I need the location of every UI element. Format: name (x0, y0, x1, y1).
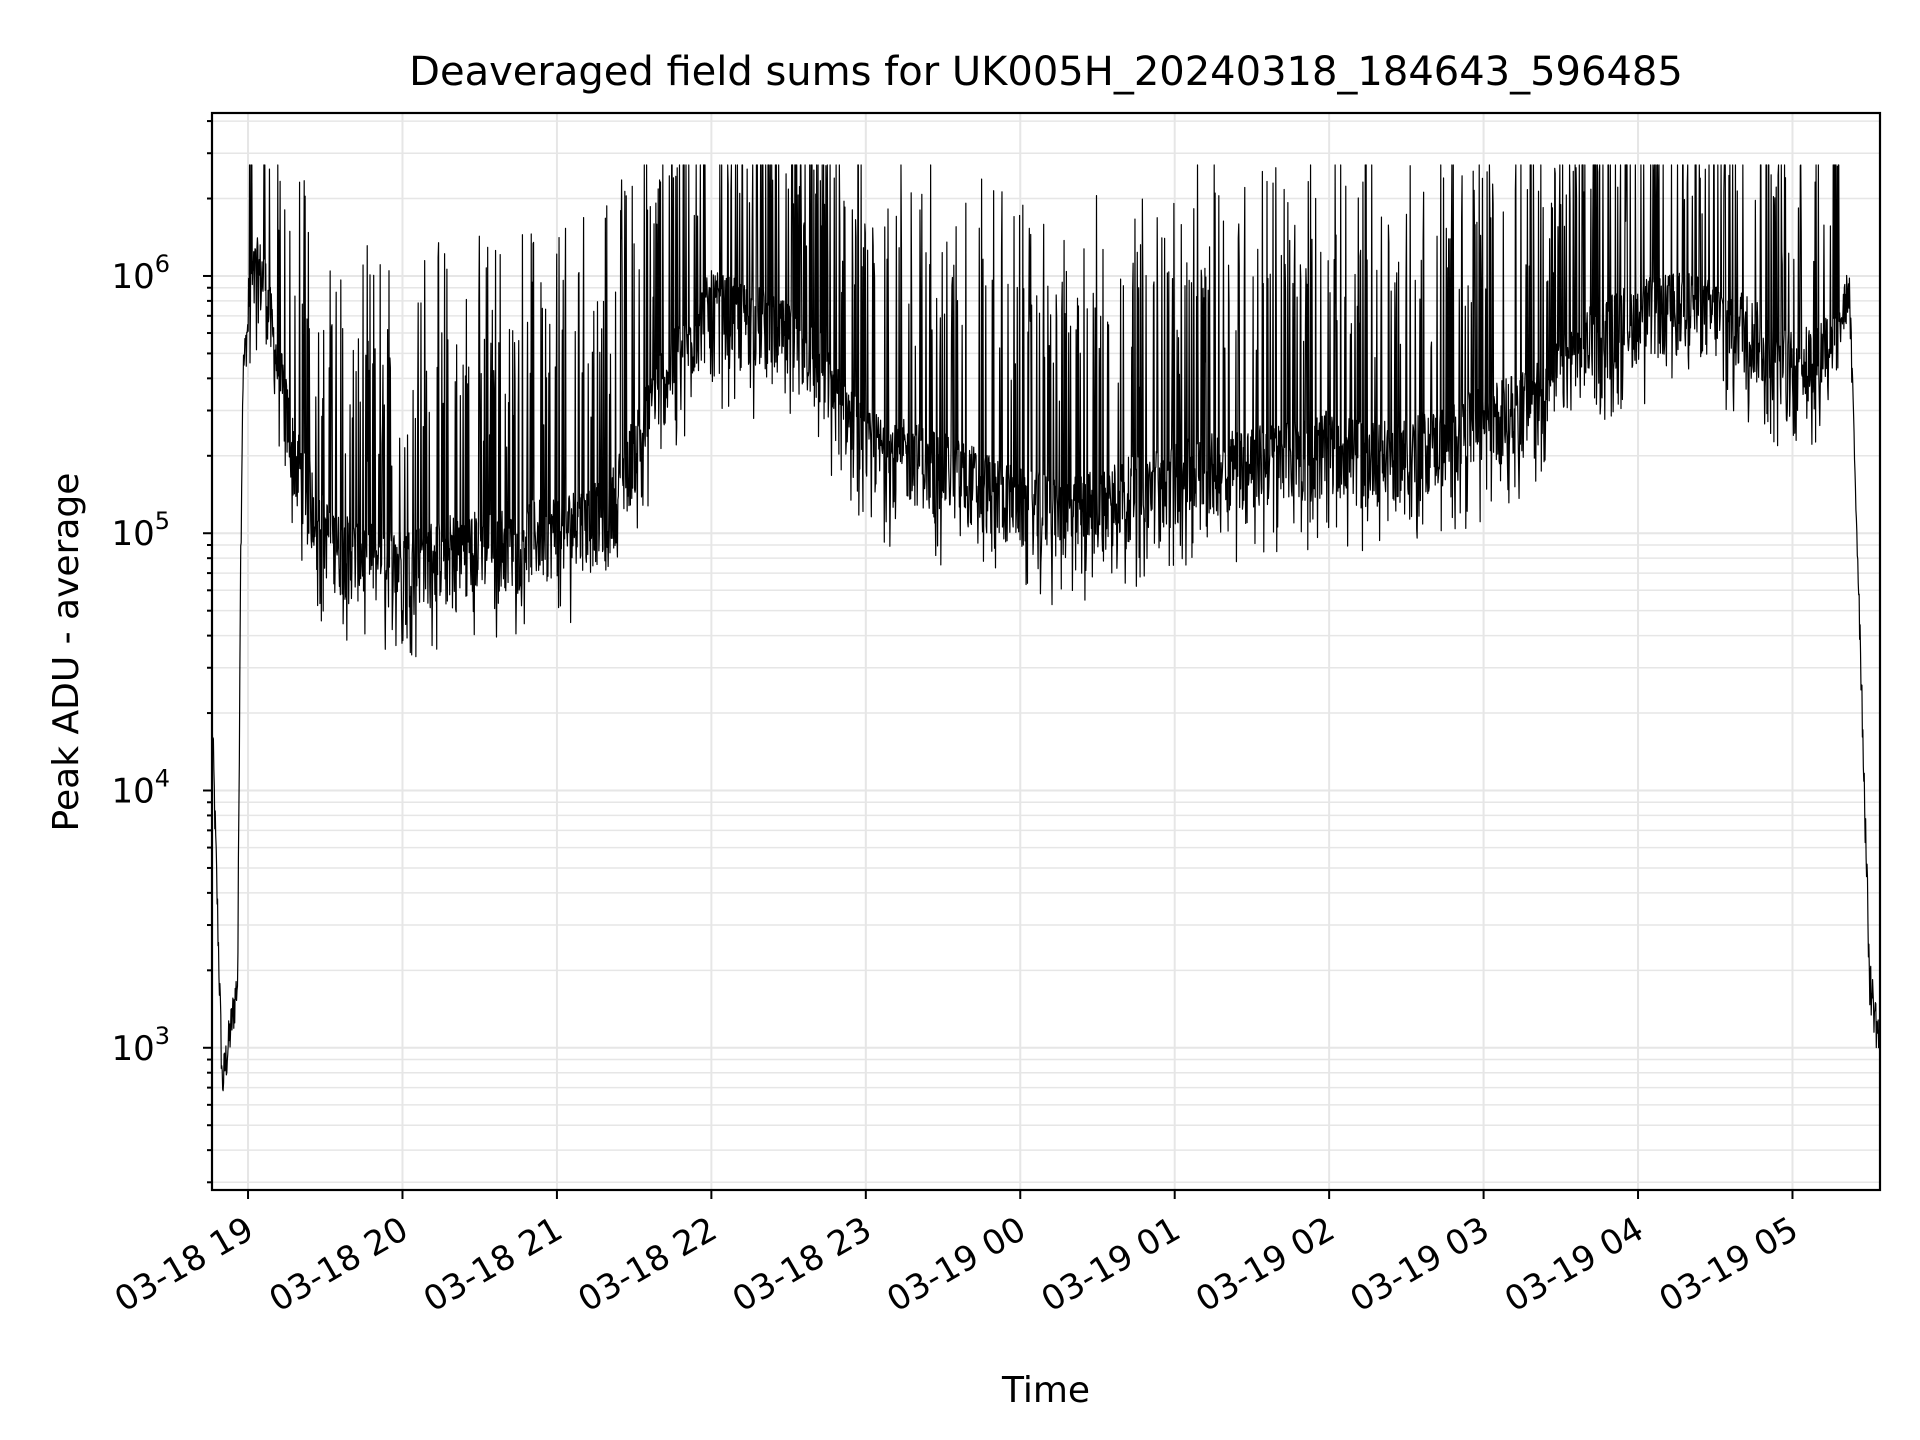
series-line (211, 164, 1881, 1092)
chart-title: Deaveraged field sums for UK005H_2024031… (409, 49, 1683, 95)
x-axis-label: Time (1001, 1370, 1090, 1411)
plot-frame (210, 111, 1882, 1192)
y-axis-label: Peak ADU - average (46, 473, 87, 832)
y-tick-label: 105 (111, 507, 170, 554)
